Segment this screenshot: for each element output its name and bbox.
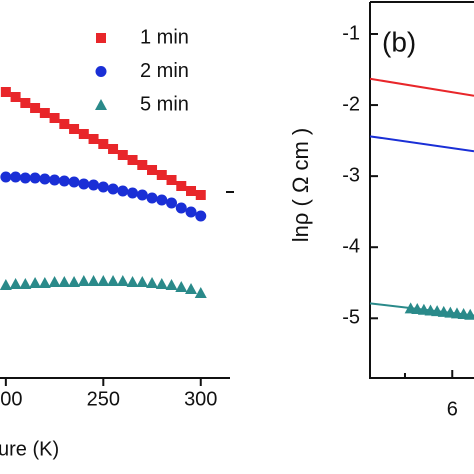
point (77, 275, 90, 286)
point (38, 277, 51, 288)
point (185, 206, 197, 218)
x-tick-label: 6 (447, 398, 458, 420)
legend-marker (95, 99, 107, 110)
point (9, 278, 22, 289)
point (10, 171, 22, 183)
legend-label: 5 min (140, 93, 189, 115)
point (49, 113, 60, 123)
point (175, 202, 187, 214)
fit-line (369, 77, 474, 97)
point (195, 210, 207, 222)
point (116, 275, 129, 286)
point (166, 197, 178, 209)
point (127, 187, 139, 199)
point (126, 276, 139, 287)
point (108, 144, 119, 154)
point (117, 150, 128, 160)
point (68, 276, 81, 287)
legend-label: 2 min (140, 60, 189, 82)
point (30, 103, 41, 113)
point (0, 87, 11, 97)
legend-label: 1 min (140, 26, 189, 48)
point (156, 170, 167, 180)
panel-label: (b) (382, 26, 416, 57)
point (97, 181, 109, 193)
point (137, 160, 148, 170)
point (58, 175, 70, 187)
x-tick-label: 300 (184, 388, 217, 410)
point (68, 176, 80, 188)
point (48, 276, 61, 287)
point (175, 281, 188, 292)
point (185, 283, 198, 294)
point (186, 186, 197, 196)
point (127, 155, 138, 165)
point (146, 192, 158, 204)
point (195, 190, 206, 200)
point (88, 134, 99, 144)
point (107, 183, 119, 195)
point (20, 98, 31, 108)
point (146, 277, 159, 288)
point (147, 165, 158, 175)
point (176, 181, 187, 191)
x-tick-label: 250 (87, 388, 120, 410)
y-tick-label: -5 (342, 307, 360, 329)
point (29, 277, 42, 288)
point (136, 189, 148, 201)
point (87, 275, 100, 286)
x-label: ure (K) (0, 438, 59, 460)
point (97, 275, 110, 286)
point (0, 279, 12, 290)
point (165, 279, 178, 290)
point (58, 276, 71, 287)
point (78, 129, 89, 139)
legend-marker (96, 33, 106, 43)
legend-marker (95, 66, 107, 77)
point (117, 185, 129, 197)
point (107, 275, 120, 286)
point (156, 194, 168, 206)
axes-b (369, 2, 474, 379)
y-tick-label: -1 (342, 22, 360, 44)
point (19, 172, 31, 184)
y-label: lnρ ( Ω cm ) (288, 128, 313, 243)
point (10, 92, 21, 102)
point (194, 287, 207, 298)
fit-line (369, 135, 474, 153)
point (78, 178, 90, 190)
point (59, 119, 70, 129)
point (88, 179, 100, 191)
point (29, 172, 41, 184)
point (155, 278, 168, 289)
x-tick-label: 200 (0, 388, 23, 410)
point (39, 173, 51, 185)
point (39, 108, 50, 118)
point (19, 278, 32, 289)
point (49, 174, 61, 186)
point (98, 139, 109, 149)
point (136, 276, 149, 287)
point (464, 308, 474, 320)
point (69, 124, 80, 134)
y-tick-label: -3 (342, 164, 360, 186)
y-tick-label: -2 (342, 93, 360, 115)
point (0, 171, 12, 183)
point (166, 175, 177, 185)
y-tick-label: -4 (342, 235, 360, 257)
